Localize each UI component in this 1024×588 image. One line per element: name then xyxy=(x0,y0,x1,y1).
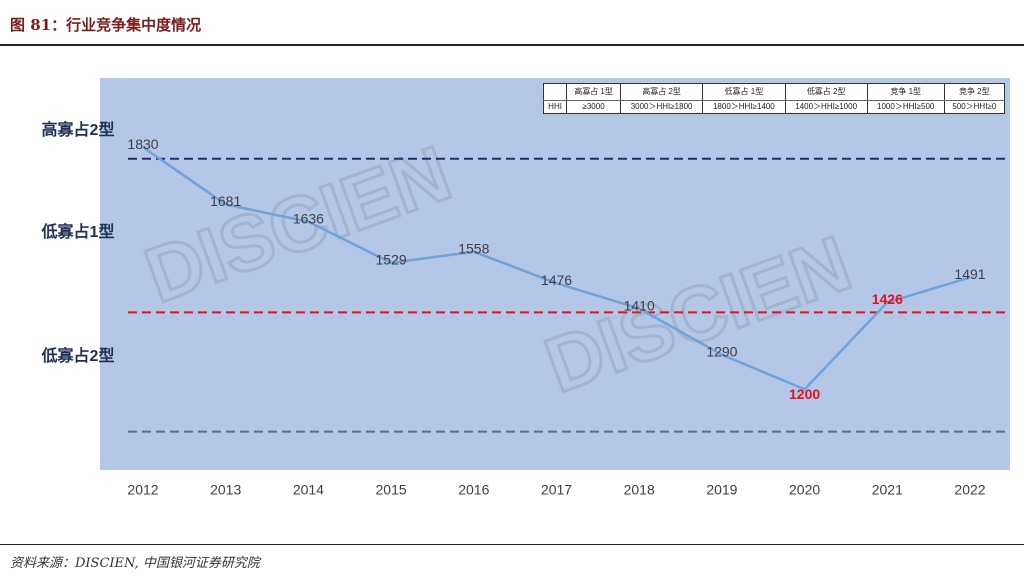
table-header-cell: 高寡占 1型 xyxy=(566,83,621,101)
data-label: 1558 xyxy=(458,240,489,256)
data-line xyxy=(142,146,971,391)
data-label: 1681 xyxy=(210,193,241,209)
x-tick-label: 2019 xyxy=(706,482,737,498)
plot-background xyxy=(100,78,1010,470)
divider xyxy=(0,544,1024,545)
x-tick-label: 2022 xyxy=(954,482,985,498)
x-tick-label: 2013 xyxy=(210,482,241,498)
divider xyxy=(0,44,1024,46)
table-row-label: HHI xyxy=(542,100,568,114)
table-cell: 1000＞HHI≥500 xyxy=(866,100,945,114)
table-cell: 3000＞HHI≥1800 xyxy=(619,100,704,114)
table-cell xyxy=(542,83,568,101)
x-tick-label: 2016 xyxy=(458,482,489,498)
table-header-cell: 低寡占 2型 xyxy=(784,83,868,101)
data-label: 1290 xyxy=(706,343,737,359)
data-label: 1491 xyxy=(954,266,985,282)
x-tick-label: 2020 xyxy=(789,482,820,498)
source-note: 资料来源：DISCIEN, 中国银河证券研究院 xyxy=(10,556,260,571)
x-tick-label: 2017 xyxy=(541,482,572,498)
x-tick-label: 2012 xyxy=(127,482,158,498)
data-label: 1200 xyxy=(789,386,820,402)
table-header-cell: 低寡占 1型 xyxy=(702,83,786,101)
x-tick-label: 2014 xyxy=(293,482,324,498)
table-row: HHI ≥3000 3000＞HHI≥1800 1800＞HHI≥1400 1400＞H… xyxy=(542,100,1006,114)
table-cell: 500＞HHI≥0 xyxy=(943,100,1006,114)
x-tick-label: 2015 xyxy=(376,482,407,498)
zone-label: 高寡占2型 xyxy=(42,120,115,139)
figure-title: 图 81：行业竞争集中度情况 xyxy=(10,16,202,34)
data-label: 1410 xyxy=(624,297,655,313)
data-label: 1636 xyxy=(293,210,324,226)
data-label: 1830 xyxy=(127,136,158,152)
x-tick-label: 2018 xyxy=(624,482,655,498)
hhi-table: 高寡占 1型 高寡占 2型 低寡占 1型 低寡占 2型 竞争 1型 竞争 2型 HHI ≥3… xyxy=(542,83,1006,114)
table-cell: 1800＞HHI≥1400 xyxy=(702,100,786,114)
table-header-cell: 高寡占 2型 xyxy=(619,83,704,101)
data-label: 1426 xyxy=(872,291,903,307)
data-label: 1476 xyxy=(541,272,572,288)
zone-label: 低寡占1型 xyxy=(41,222,115,241)
data-label: 1529 xyxy=(376,252,407,268)
table-header-cell: 竞争 1型 xyxy=(866,83,945,101)
table-cell: ≥3000 xyxy=(566,100,621,114)
zone-label: 低寡占2型 xyxy=(41,346,115,365)
table-header: 高寡占 1型 高寡占 2型 低寡占 1型 低寡占 2型 竞争 1型 竞争 2型 xyxy=(542,83,1006,101)
table-header-cell: 竞争 2型 xyxy=(943,83,1006,101)
table-cell: 1400＞HHI≥1000 xyxy=(784,100,868,114)
x-tick-label: 2021 xyxy=(872,482,903,498)
